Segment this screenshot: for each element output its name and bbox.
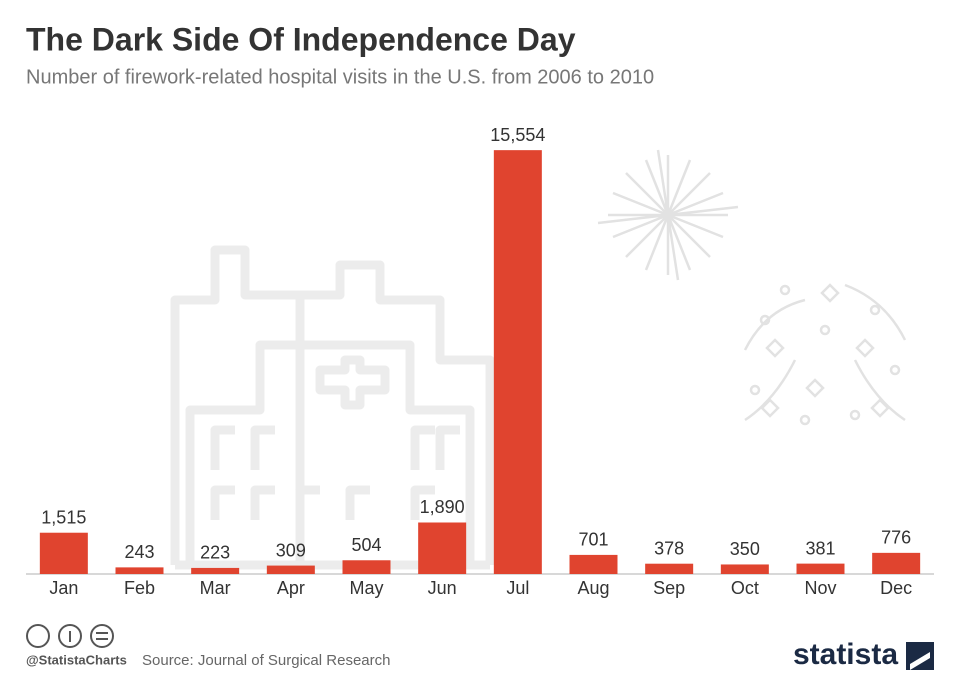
bar: [39, 532, 88, 574]
x-tick-label: Mar: [200, 578, 231, 598]
bar: [493, 150, 542, 574]
x-tick-label: Jul: [506, 578, 529, 598]
chart-subtitle: Number of firework-related hospital visi…: [26, 66, 654, 88]
logo: statista: [793, 638, 898, 671]
source: Source: Journal of Surgical Research: [142, 652, 390, 669]
x-tick-label: Nov: [804, 578, 836, 598]
value-label: 776: [881, 528, 911, 548]
bar: [796, 563, 845, 574]
x-tick-label: Apr: [277, 578, 305, 598]
cc-icons: [26, 624, 114, 648]
value-label: 1,515: [41, 507, 86, 527]
value-label: 381: [805, 538, 835, 558]
x-tick-label: Feb: [124, 578, 155, 598]
bar: [418, 522, 467, 574]
x-tick-label: Jan: [49, 578, 78, 598]
x-tick-label: Oct: [731, 578, 759, 598]
bar: [720, 564, 769, 574]
x-tick-label: May: [349, 578, 383, 598]
decoration: [170, 149, 907, 570]
credit: @StatistaCharts: [26, 652, 127, 667]
bar: [115, 567, 164, 574]
logo-mark-stripe: [910, 652, 930, 670]
bar: [191, 567, 240, 574]
value-label: 378: [654, 538, 684, 558]
value-label: 243: [124, 542, 154, 562]
x-tick-label: Jun: [428, 578, 457, 598]
value-label: 1,890: [420, 497, 465, 517]
value-label: 223: [200, 543, 230, 563]
x-tick-label: Dec: [880, 578, 912, 598]
chart-title: The Dark Side Of Independence Day: [26, 21, 576, 57]
x-tick-label: Aug: [577, 578, 609, 598]
x-tick-label: Sep: [653, 578, 685, 598]
value-label: 350: [730, 539, 760, 559]
bar: [645, 563, 694, 574]
bar: [266, 565, 315, 574]
value-label: 701: [578, 530, 608, 550]
value-label: 309: [276, 540, 306, 560]
bar: [872, 552, 921, 574]
bar: [569, 554, 618, 574]
bar: [342, 560, 391, 574]
value-label: 15,554: [490, 125, 545, 145]
value-label: 504: [351, 535, 381, 555]
